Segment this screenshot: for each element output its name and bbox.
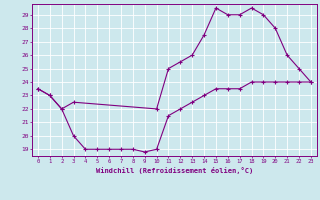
X-axis label: Windchill (Refroidissement éolien,°C): Windchill (Refroidissement éolien,°C) (96, 167, 253, 174)
